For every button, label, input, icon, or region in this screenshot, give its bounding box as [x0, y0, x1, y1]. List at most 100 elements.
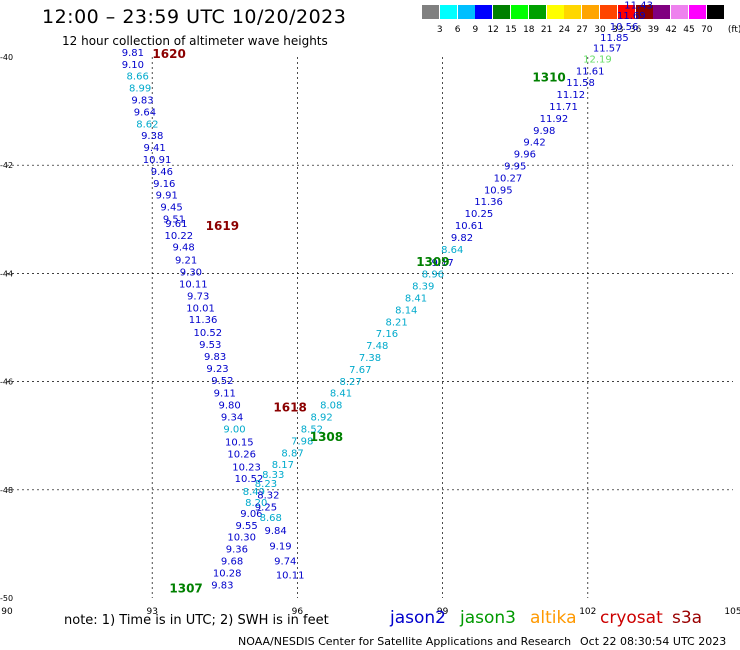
wave-height-value: 8.20	[245, 498, 267, 509]
wave-height-value: 11.43	[624, 0, 653, 11]
wave-height-value: 9.41	[143, 143, 165, 154]
wave-height-value: 8.27	[340, 377, 362, 388]
color-swatch	[635, 5, 653, 19]
color-scale-label: 45	[683, 25, 695, 35]
y-tick-label: -46	[0, 378, 13, 387]
wave-height-value: 8.62	[136, 119, 158, 130]
wave-height-value: 9.84	[264, 526, 286, 537]
wave-height-value: 8.66	[127, 72, 149, 83]
legend-altika: altika	[530, 608, 577, 628]
color-swatch	[671, 5, 689, 19]
legend-cryosat: cryosat	[600, 608, 663, 628]
color-swatch	[617, 5, 635, 19]
wave-height-value: 9.06	[240, 509, 262, 520]
wave-height-value: 8.41	[330, 389, 352, 400]
wave-height-value: 9.11	[214, 389, 236, 400]
wave-height-value: 10.61	[455, 221, 484, 232]
pass-time-label: 1310	[532, 70, 565, 84]
wave-height-value: 10.27	[494, 173, 523, 184]
wave-height-value: 9.42	[523, 138, 545, 149]
wave-height-value: 9.53	[199, 340, 221, 351]
wave-height-value: 9.52	[211, 376, 233, 387]
pass-time-label: 1619	[206, 219, 239, 233]
wave-height-value: 9.45	[160, 203, 182, 214]
wave-height-value: 8.87	[281, 448, 303, 459]
legend-jason3: jason3	[460, 608, 516, 628]
wave-height-value: 8.21	[385, 317, 407, 328]
color-scale-label: 42	[665, 25, 677, 35]
wave-height-value: 10.23	[232, 462, 261, 473]
wave-height-value: 9.30	[180, 268, 202, 279]
wave-height-value: 9.68	[221, 556, 243, 567]
generation-timestamp: Oct 22 08:30:54 UTC 2023	[580, 635, 727, 648]
color-swatch	[457, 5, 475, 19]
wave-height-value: 9.98	[533, 126, 555, 137]
wave-height-value: 9.73	[187, 291, 209, 302]
wave-height-value: 9.51	[163, 215, 185, 226]
color-scale-label: 6	[454, 25, 461, 35]
color-swatch	[689, 5, 706, 19]
wave-height-value: 7.38	[359, 353, 381, 364]
wave-height-value: 8.08	[320, 401, 342, 412]
wave-height-value: 8.64	[441, 245, 463, 256]
wave-height-value: 8.92	[310, 413, 332, 424]
wave-height-value: 11.85	[600, 33, 629, 44]
wave-height-value: 10.91	[143, 155, 172, 166]
color-swatch	[582, 5, 600, 19]
wave-height-value: 10.22	[164, 231, 193, 242]
wave-height-value: 8.99	[129, 84, 151, 95]
wave-height-value: 9.83	[204, 352, 226, 363]
color-swatch	[600, 5, 617, 19]
x-tick-label: 90	[1, 607, 13, 617]
wave-height-value: 10.11	[179, 279, 208, 290]
color-scale-label: 33	[612, 25, 624, 35]
wave-height-value: 9.10	[122, 60, 144, 71]
y-tick-label: -42	[0, 161, 13, 170]
wave-height-value: 8.17	[272, 460, 294, 471]
wave-height-value: 10.56	[610, 22, 639, 33]
wave-height-value: 8.32	[257, 490, 279, 501]
wave-height-value: 10.15	[225, 437, 254, 448]
wave-height-value: 10.52	[235, 474, 264, 485]
color-scale-label: 24	[558, 25, 571, 35]
wave-height-value: 8.68	[260, 513, 282, 524]
color-scale-label: 18	[523, 25, 535, 35]
color-scale-label: 36	[629, 25, 642, 35]
color-swatch	[493, 5, 511, 19]
legend-s3a: s3a	[672, 608, 703, 628]
y-tick-label: -48	[0, 486, 13, 495]
wave-height-value: 9.19	[269, 541, 291, 552]
wave-height-value: 9.96	[514, 150, 536, 161]
wave-height-value: 7.98	[291, 436, 313, 447]
y-tick-label: -50	[0, 594, 13, 603]
wave-height-value: 9.36	[226, 545, 248, 556]
wave-height-value: 11.71	[549, 102, 578, 113]
wave-height-value: 8.52	[301, 424, 323, 435]
wave-height-value: 9.34	[221, 413, 243, 424]
wave-height-value: 9.64	[134, 107, 156, 118]
color-swatch	[706, 5, 724, 19]
pass-time-label: 1618	[273, 400, 306, 414]
color-swatch	[422, 5, 439, 19]
wave-height-value: 11.69	[617, 11, 646, 22]
wave-height-value: 9.55	[235, 521, 257, 532]
wave-height-value: 9.48	[173, 243, 195, 254]
wave-height-value: 8.14	[395, 305, 417, 316]
color-swatch	[475, 5, 493, 19]
wave-height-value: 7.48	[366, 341, 388, 352]
wave-height-value: 9.00	[223, 424, 245, 435]
wave-height-value: 9.80	[219, 401, 241, 412]
wave-height-value: 9.83	[211, 580, 233, 591]
y-tick-label: -40	[0, 53, 13, 62]
color-swatch	[528, 5, 546, 19]
wave-height-value: 10.26	[227, 449, 256, 460]
wave-height-value: 11.36	[474, 197, 503, 208]
x-tick-label: 105	[724, 607, 740, 617]
color-scale-label: 9	[472, 25, 479, 35]
wave-height-value: 8.39	[412, 282, 434, 293]
page-title: 12:00 – 23:59 UTC 10/20/2023	[42, 6, 347, 28]
pass-time-label: 1307	[169, 582, 202, 596]
color-scale-label: 3	[436, 25, 443, 35]
wave-height-value: 8.41	[405, 294, 427, 305]
